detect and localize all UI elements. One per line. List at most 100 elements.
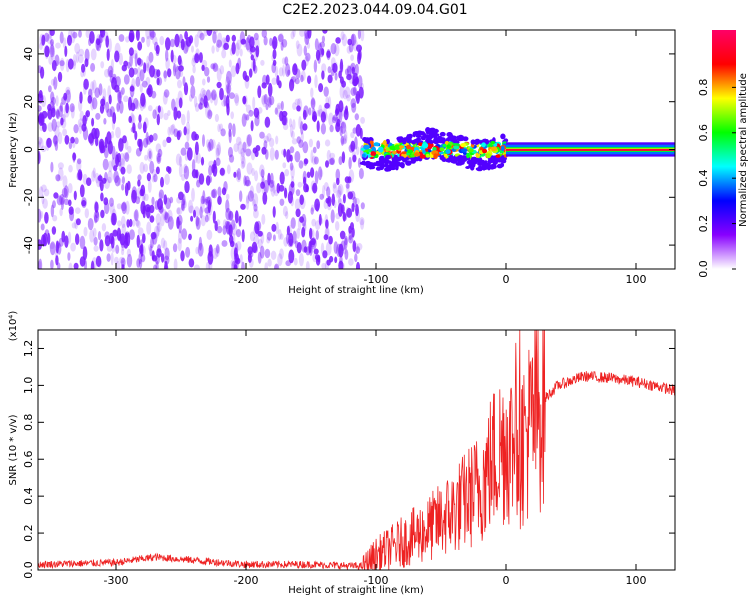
noise-cell <box>355 124 362 137</box>
signal-cell <box>414 152 421 157</box>
noise-cell <box>295 189 301 197</box>
noise-cell <box>55 121 62 128</box>
noise-cell <box>183 126 187 136</box>
noise-cell <box>63 198 70 205</box>
noise-cell <box>121 248 125 256</box>
noise-cell <box>57 131 63 145</box>
noise-cell <box>226 70 232 85</box>
noise-cell <box>210 63 216 70</box>
noise-cell <box>322 185 325 199</box>
noise-cell <box>143 163 149 173</box>
noise-cell <box>156 222 162 233</box>
noise-cell <box>117 90 122 104</box>
noise-cell <box>338 260 344 269</box>
snr-y-axis-label: SNR (10 * v/v) <box>8 414 19 485</box>
noise-cell <box>350 98 357 109</box>
noise-cell <box>152 231 158 245</box>
noise-cell <box>341 80 346 88</box>
noise-cell <box>97 259 102 268</box>
noise-cell <box>78 122 83 135</box>
x-tick-label: 100 <box>626 273 647 286</box>
noise-cell <box>50 47 55 61</box>
noise-cell <box>70 136 75 144</box>
noise-cell <box>64 135 70 145</box>
noise-cell <box>81 197 87 209</box>
signal-cell <box>382 140 387 146</box>
spectrogram-cells <box>38 30 675 269</box>
noise-cell <box>195 48 200 59</box>
noise-cell <box>44 48 49 60</box>
noise-cell <box>242 96 247 105</box>
noise-cell <box>247 253 252 263</box>
noise-cell <box>249 36 255 49</box>
noise-cell <box>247 190 254 202</box>
noise-cell <box>97 231 102 241</box>
noise-cell <box>246 194 250 204</box>
noise-cell <box>117 220 122 227</box>
noise-cell <box>128 115 132 124</box>
noise-cell <box>330 57 336 67</box>
noise-cell <box>77 169 83 181</box>
x-tick-label: -300 <box>104 574 129 587</box>
y-tick-label: -40 <box>22 236 35 254</box>
noise-cell <box>346 94 351 102</box>
noise-cell <box>155 166 160 175</box>
noise-cell <box>149 30 155 40</box>
noise-cell <box>233 143 239 153</box>
noise-cell <box>312 182 318 194</box>
noise-cell <box>176 110 182 119</box>
noise-cell <box>55 255 59 266</box>
noise-cell <box>344 176 350 184</box>
noise-cell <box>122 152 129 160</box>
noise-cell <box>163 240 168 251</box>
noise-cell <box>49 241 56 256</box>
noise-cell <box>315 220 321 231</box>
noise-cell <box>115 151 119 165</box>
noise-cell <box>44 45 50 58</box>
noise-cell <box>146 172 151 182</box>
noise-cell <box>305 261 310 269</box>
noise-cell <box>104 235 111 247</box>
noise-cell <box>207 110 213 117</box>
noise-cell <box>303 45 307 56</box>
noise-cell <box>198 173 205 185</box>
noise-cell <box>296 242 302 254</box>
noise-cell <box>224 220 229 230</box>
noise-cell <box>133 210 138 221</box>
noise-cell <box>247 246 253 255</box>
noise-cell <box>264 262 268 269</box>
noise-cell <box>272 206 276 218</box>
signal-cell <box>397 136 403 140</box>
noise-cell <box>281 39 288 48</box>
noise-cell <box>65 89 71 103</box>
noise-cell <box>194 133 199 141</box>
noise-cell <box>277 253 283 266</box>
signal-cell <box>480 159 485 163</box>
noise-cell <box>240 161 245 169</box>
signal-cell <box>389 145 395 150</box>
noise-cell <box>170 123 176 134</box>
noise-cell <box>303 176 307 185</box>
noise-cell <box>61 96 67 105</box>
noise-cell <box>352 154 357 163</box>
noise-cell <box>291 130 295 139</box>
noise-cell <box>128 67 135 78</box>
noise-cell <box>299 216 304 223</box>
noise-cell <box>165 37 171 51</box>
noise-cell <box>236 136 242 146</box>
noise-cell <box>253 65 258 74</box>
noise-cell <box>111 157 116 168</box>
noise-cell <box>332 183 338 194</box>
noise-cell <box>165 49 169 62</box>
noise-cell <box>62 128 67 137</box>
noise-cell <box>290 165 295 179</box>
noise-cell <box>52 200 56 209</box>
signal-cell <box>490 164 497 169</box>
noise-cell <box>149 65 155 78</box>
noise-cell <box>269 147 275 161</box>
noise-cell <box>286 225 290 236</box>
noise-cell <box>325 96 330 105</box>
noise-cell <box>292 230 297 244</box>
noise-cell <box>136 187 143 200</box>
noise-cell <box>113 170 119 184</box>
